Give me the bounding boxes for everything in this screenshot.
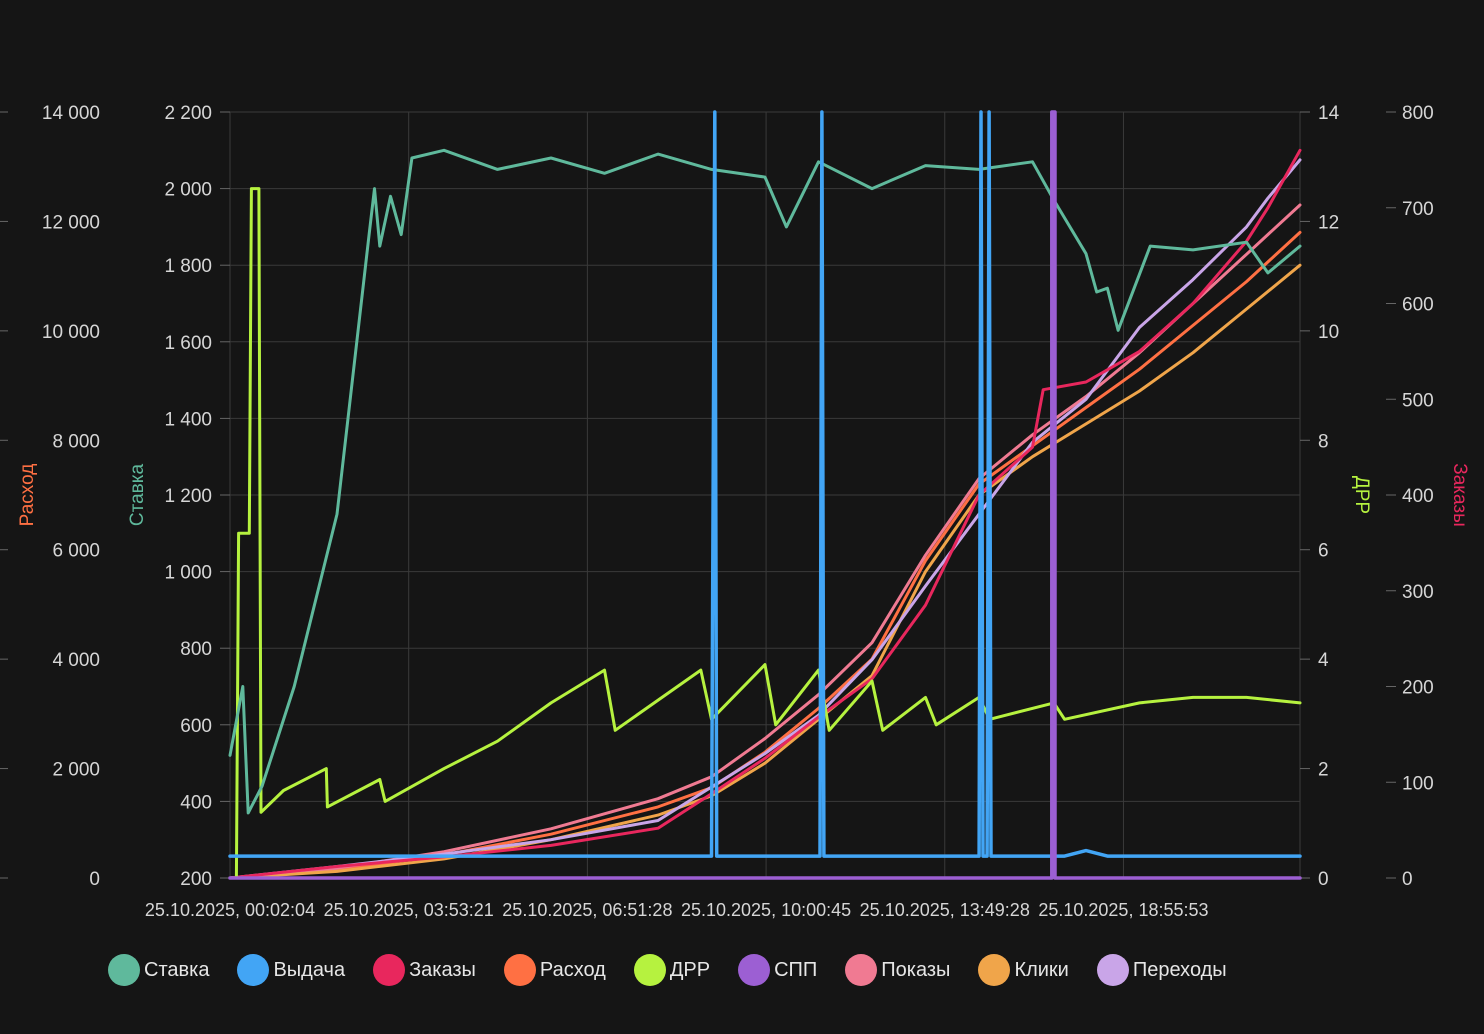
right_inner-tick-label: 4 — [1318, 650, 1329, 671]
legend-label: СПП — [774, 958, 818, 981]
legend-swatch — [503, 954, 536, 986]
chart-legend: Ставка Выдача Заказы Расход ДРР СПП Показы Клик… — [108, 950, 1255, 990]
left_inner-tick-label: 1 000 — [164, 563, 212, 584]
right_outer-tick-label: 400 — [1402, 486, 1434, 507]
series-line-Показы — [228, 203, 1302, 880]
right_inner-tick-label: 12 — [1318, 212, 1339, 233]
legend-item[interactable]: Переходы — [1096, 954, 1227, 986]
legend-swatch — [373, 954, 406, 986]
multi-axis-line-chart: 0 2 000 4 000 6 000 8 000 10 000 12 000 14 000 2… — [0, 103, 1470, 920]
x-tick-label: 25.10.2025, 06:51:28 — [502, 900, 672, 920]
legend-label: Переходы — [1132, 958, 1227, 981]
legend-swatch — [738, 954, 771, 986]
right_inner-tick-label: 14 — [1318, 103, 1340, 124]
right_outer-tick-label: 0 — [1402, 869, 1413, 890]
series-line-Заказы — [228, 148, 1302, 880]
series-line-ДРР — [228, 187, 1302, 880]
legend-label: Показы — [881, 958, 951, 981]
legend-swatch — [1096, 954, 1129, 986]
left_inner-tick-label: 1 200 — [164, 486, 212, 507]
legend-label: Ставка — [144, 958, 210, 981]
left_inner-tick-label: 1 800 — [164, 256, 212, 277]
series-line-Переходы — [228, 158, 1302, 880]
legend-label: Выдача — [273, 958, 346, 981]
left_inner-tick-label: 1 600 — [164, 333, 212, 354]
left_inner-tick-label: 200 — [180, 869, 212, 890]
legend-swatch — [845, 954, 878, 986]
x-tick-label: 25.10.2025, 13:49:28 — [860, 900, 1030, 920]
left_inner-axis-title: Ставка — [127, 463, 148, 526]
right_outer-tick-label: 600 — [1402, 295, 1434, 316]
series-line-Ставка — [228, 148, 1302, 815]
right_inner-tick-label: 8 — [1318, 431, 1329, 452]
left_inner-tick-label: 800 — [180, 639, 212, 660]
legend-label: ДРР — [669, 958, 711, 981]
legend-item[interactable]: СПП — [738, 954, 817, 986]
legend-label: Заказы — [409, 958, 476, 981]
left_outer-tick-label: 14 000 — [42, 103, 100, 124]
legend-item[interactable]: Показы — [845, 954, 950, 986]
left_inner-tick-label: 1 400 — [164, 409, 212, 430]
right_inner-axis-title: ДРР — [1351, 476, 1372, 514]
legend-label: Клики — [1014, 958, 1069, 981]
x-tick-label: 25.10.2025, 18:55:53 — [1038, 900, 1208, 920]
right_inner-tick-label: 0 — [1318, 869, 1329, 890]
right_outer-tick-label: 300 — [1402, 582, 1434, 603]
legend-swatch — [978, 954, 1011, 986]
legend-label: Расход — [539, 958, 606, 981]
series-group — [228, 110, 1302, 880]
series-line-СПП — [228, 110, 1302, 880]
left_inner-tick-label: 2 200 — [164, 103, 212, 124]
series-line-Выдача — [228, 110, 1302, 858]
legend-swatch — [633, 954, 666, 986]
right_outer-tick-label: 100 — [1402, 773, 1434, 794]
legend-item[interactable]: Расход — [503, 954, 606, 986]
x-tick-label: 25.10.2025, 10:00:45 — [681, 900, 851, 920]
legend-item[interactable]: Клики — [978, 954, 1069, 986]
left_outer-axis-title: Расход — [17, 464, 38, 527]
x-tick-label: 25.10.2025, 03:53:21 — [324, 900, 494, 920]
legend-item[interactable]: Ставка — [108, 954, 209, 986]
left_outer-tick-label: 12 000 — [42, 212, 100, 233]
right_inner-tick-label: 2 — [1318, 760, 1329, 781]
series-line-Клики — [228, 263, 1302, 880]
right_outer-axis-title: Заказы — [1449, 463, 1470, 527]
right_outer-tick-label: 500 — [1402, 390, 1434, 411]
left_inner-tick-label: 400 — [180, 792, 212, 813]
left_outer-tick-label: 6 000 — [52, 541, 100, 562]
left_outer-tick-label: 2 000 — [52, 760, 100, 781]
left_outer-tick-label: 0 — [89, 869, 100, 890]
grid — [229, 111, 1301, 879]
left_outer-tick-label: 10 000 — [42, 322, 100, 343]
axes: 0 2 000 4 000 6 000 8 000 10 000 12 000 14 000 2… — [0, 103, 1470, 920]
right_outer-tick-label: 800 — [1402, 103, 1434, 124]
x-tick-label: 25.10.2025, 00:02:04 — [145, 900, 315, 920]
legend-item[interactable]: Заказы — [373, 954, 476, 986]
left_inner-tick-label: 600 — [180, 716, 212, 737]
legend-item[interactable]: ДРР — [633, 954, 711, 986]
left_outer-tick-label: 4 000 — [52, 650, 100, 671]
right_outer-tick-label: 200 — [1402, 678, 1434, 699]
right_inner-tick-label: 6 — [1318, 541, 1329, 562]
left_inner-tick-label: 2 000 — [164, 180, 212, 201]
left_outer-tick-label: 8 000 — [52, 431, 100, 452]
right_outer-tick-label: 700 — [1402, 199, 1434, 220]
legend-swatch — [108, 954, 140, 986]
legend-swatch — [237, 954, 270, 986]
right_inner-tick-label: 10 — [1318, 322, 1339, 343]
legend-item[interactable]: Выдача — [237, 954, 345, 986]
